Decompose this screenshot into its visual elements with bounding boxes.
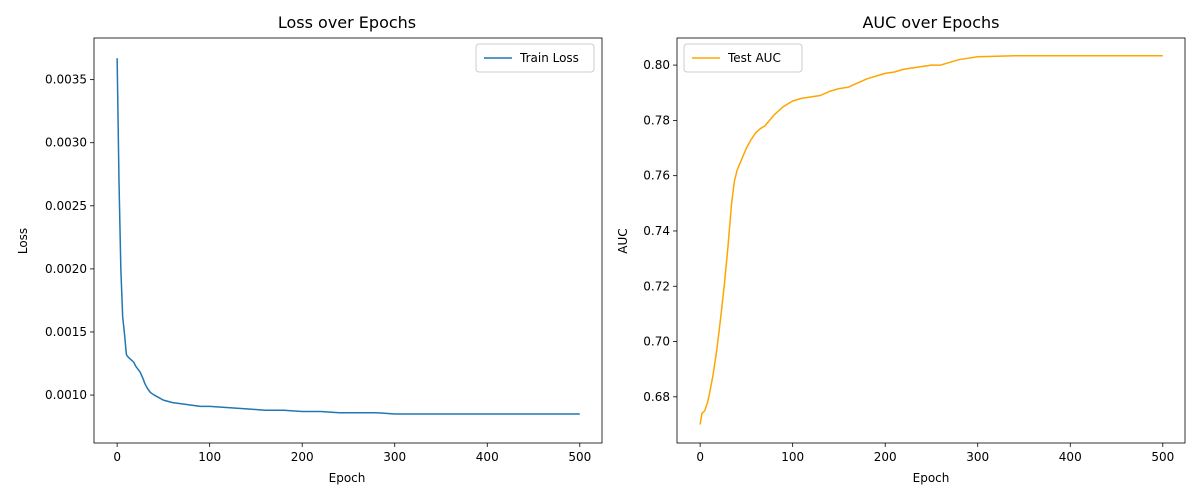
auc-y-tick-label: 0.68 <box>643 390 670 404</box>
loss-y-tick-label: 0.0010 <box>45 388 87 402</box>
auc-y-axis-label: AUC <box>616 228 630 253</box>
loss-y-tick-label: 0.0030 <box>45 136 87 150</box>
loss-x-tick-label: 0 <box>113 450 121 464</box>
loss-legend-label: Train Loss <box>519 51 579 65</box>
auc-x-tick-label: 500 <box>1151 450 1174 464</box>
loss-x-tick-label: 500 <box>568 450 591 464</box>
loss-y-tick-label: 0.0025 <box>45 199 87 213</box>
auc-y-tick-label: 0.76 <box>643 169 670 183</box>
auc-legend <box>683 43 803 73</box>
auc-plot-frame <box>676 37 1186 444</box>
auc-chart-title: AUC over Epochs <box>862 13 999 32</box>
auc-y-tick-label: 0.80 <box>643 58 670 72</box>
auc-x-tick-label: 300 <box>966 450 989 464</box>
auc-series-line <box>699 54 1163 425</box>
loss-chart-panel: Loss over Epochs Epoch Loss 0 100 200 300 40… <box>16 13 603 485</box>
auc-x-tick-label: 0 <box>696 450 704 464</box>
loss-x-tick-label: 400 <box>476 450 499 464</box>
loss-y-tick-label: 0.0015 <box>45 325 87 339</box>
loss-plot-frame <box>93 37 603 444</box>
loss-x-tick-label: 100 <box>198 450 221 464</box>
auc-legend-label: Test AUC <box>727 51 781 65</box>
loss-y-axis-label: Loss <box>16 228 30 254</box>
loss-y-tick-label: 0.0020 <box>45 262 87 276</box>
loss-legend <box>475 43 595 73</box>
loss-chart-title: Loss over Epochs <box>278 13 416 32</box>
auc-y-tick-label: 0.74 <box>643 224 670 238</box>
auc-chart-panel: AUC over Epochs Epoch AUC 0 100 200 300 400 5… <box>616 13 1186 485</box>
auc-x-axis-label: Epoch <box>913 471 950 485</box>
auc-y-tick-label: 0.78 <box>643 113 670 127</box>
auc-y-tick-label: 0.72 <box>643 279 670 293</box>
auc-y-tick-label: 0.70 <box>643 335 670 349</box>
loss-x-tick-label: 300 <box>383 450 406 464</box>
auc-x-tick-label: 200 <box>874 450 897 464</box>
auc-x-tick-label: 400 <box>1059 450 1082 464</box>
loss-x-axis-label: Epoch <box>329 471 366 485</box>
loss-series-line <box>116 58 580 415</box>
auc-x-tick-label: 100 <box>781 450 804 464</box>
loss-y-tick-label: 0.0035 <box>45 73 87 87</box>
loss-x-tick-label: 200 <box>291 450 314 464</box>
